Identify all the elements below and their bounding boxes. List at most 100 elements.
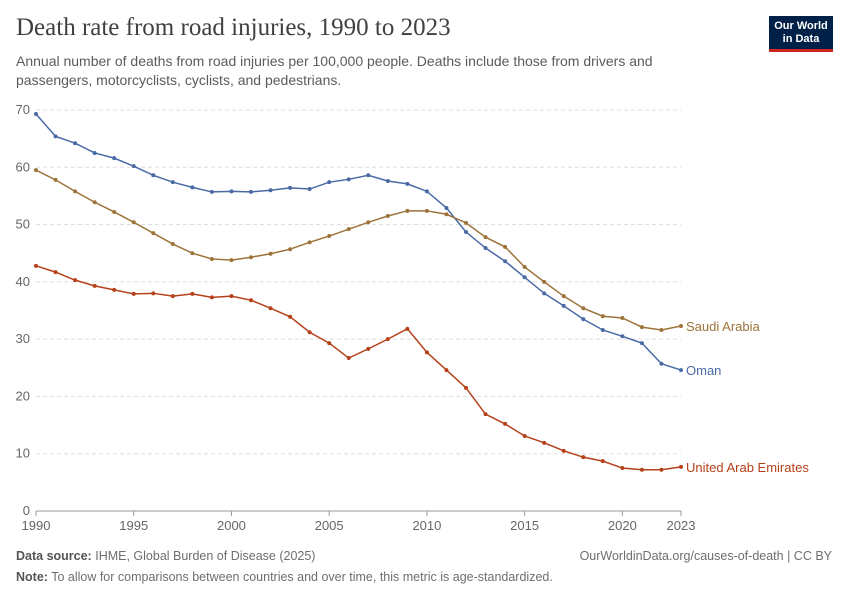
data-point <box>346 177 351 182</box>
data-point <box>483 412 488 417</box>
data-point <box>561 448 566 453</box>
data-point <box>209 256 214 261</box>
note-text: To allow for comparisons between countri… <box>51 570 553 584</box>
series-line <box>35 265 682 471</box>
x-tick-label: 2010 <box>412 518 441 533</box>
data-point <box>600 327 605 332</box>
data-point <box>92 283 97 288</box>
data-point <box>405 208 410 213</box>
data-point <box>288 185 293 190</box>
data-point <box>131 291 136 296</box>
x-tick-label: 2005 <box>315 518 344 533</box>
data-point <box>503 421 508 426</box>
x-tick-label: 2015 <box>510 518 539 533</box>
data-point <box>464 220 468 225</box>
x-tick-label: 1990 <box>22 518 51 533</box>
data-point <box>229 294 234 299</box>
data-point <box>385 337 390 342</box>
data-point <box>581 455 586 460</box>
data-point <box>483 246 488 251</box>
x-tick-label: 2000 <box>217 518 246 533</box>
y-tick-label: 20 <box>16 388 30 403</box>
data-point <box>249 255 253 260</box>
chart-title: Death rate from road injuries, 1990 to 2… <box>16 14 451 41</box>
data-point <box>405 181 410 186</box>
data-point <box>424 208 429 213</box>
data-point <box>73 278 78 283</box>
data-point <box>288 314 293 319</box>
data-point <box>581 317 586 322</box>
data-point <box>73 189 78 194</box>
chart-subtitle: Annual number of deaths from road injuri… <box>16 53 653 88</box>
data-point <box>464 385 468 390</box>
series-label: Oman <box>686 363 721 378</box>
data-point <box>639 467 644 472</box>
data-point <box>327 341 332 346</box>
data-point <box>151 231 156 236</box>
data-point <box>209 295 214 300</box>
data-point <box>620 334 625 339</box>
data-point <box>346 227 351 232</box>
data-point <box>542 279 547 284</box>
source-text[interactable]: IHME, Global Burden of Disease (2025) <box>95 549 316 563</box>
y-tick-label: 70 <box>16 102 30 117</box>
data-point <box>73 141 78 146</box>
data-point <box>679 368 683 373</box>
data-point <box>600 314 605 319</box>
data-point <box>561 303 566 308</box>
data-point <box>659 467 664 472</box>
data-point <box>366 220 371 225</box>
source-label: Data source: <box>16 549 92 563</box>
data-point <box>620 466 625 471</box>
data-point <box>229 258 234 263</box>
series-line <box>35 113 682 371</box>
series-line <box>35 169 682 331</box>
data-point <box>385 213 390 218</box>
data-point <box>190 185 195 190</box>
note: Note: To allow for comparisons between c… <box>16 570 553 584</box>
data-point <box>561 294 566 299</box>
data-point <box>53 177 58 182</box>
data-point <box>444 368 449 373</box>
y-tick-label: 60 <box>16 159 30 174</box>
data-point <box>522 275 527 280</box>
data-point <box>268 306 273 311</box>
y-tick-label: 0 <box>23 503 30 518</box>
data-point <box>464 230 468 235</box>
y-tick-label: 10 <box>16 446 30 461</box>
data-point <box>190 251 195 256</box>
x-tick-label: 2023 <box>667 518 696 533</box>
data-point <box>346 356 351 361</box>
data-point <box>327 234 332 239</box>
url[interactable]: OurWorldinData.org/causes-of-death | CC … <box>579 549 832 563</box>
data-point <box>483 235 488 240</box>
data-point <box>112 287 117 292</box>
data-point <box>366 346 371 351</box>
data-point <box>679 464 683 469</box>
data-point <box>170 180 175 185</box>
data-point <box>268 251 273 256</box>
data-point <box>131 164 136 169</box>
data-point <box>327 180 332 185</box>
data-point <box>581 306 586 311</box>
logo[interactable]: Our World in Data <box>769 16 833 52</box>
data-point <box>34 263 38 268</box>
data-point <box>249 298 253 303</box>
data-point <box>268 188 273 193</box>
y-tick-label: 30 <box>16 331 30 346</box>
data-point <box>522 264 527 269</box>
data-point <box>444 212 449 217</box>
series-label: Saudi Arabia <box>686 319 760 334</box>
source: Data source: IHME, Global Burden of Dise… <box>16 549 315 563</box>
data-point <box>307 187 312 192</box>
data-point <box>639 325 644 330</box>
data-point <box>151 173 156 178</box>
data-point <box>170 242 175 247</box>
data-point <box>405 326 410 331</box>
data-point <box>112 156 117 161</box>
x-tick-label: 1995 <box>119 518 148 533</box>
series-label: United Arab Emirates <box>686 460 809 475</box>
data-point <box>620 315 625 320</box>
